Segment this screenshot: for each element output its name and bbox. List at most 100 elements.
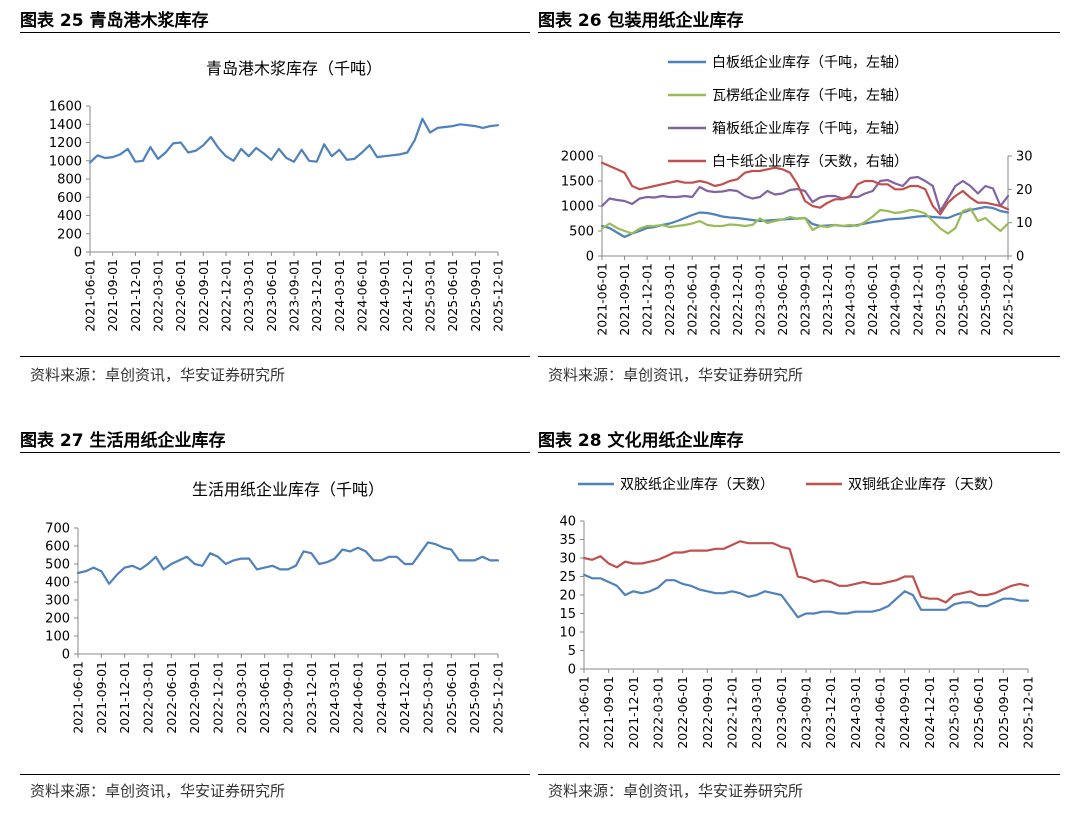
y-tick-label: 10: [559, 626, 576, 641]
panel-packaging-paper: 图表 26 包装用纸企业库存 0 500 1000 1500 2000 0 10 20 30 20…: [538, 0, 1060, 400]
y2-tick-label: 30: [1016, 150, 1033, 165]
legend-label: 白卡纸企业库存（天数，右轴）: [712, 153, 908, 170]
y-tick-label: 800: [57, 173, 82, 188]
figure-title: 图表 28 文化用纸企业库存: [538, 431, 744, 451]
x-tick-label: 2025-03-01: [421, 661, 436, 734]
y-tick-label: 200: [45, 612, 70, 627]
x-tick-label: 2022-12-01: [219, 259, 234, 332]
y2-tick-label: 20: [1016, 183, 1033, 198]
y-tick-label: 1400: [49, 118, 82, 133]
y-tick-label: 15: [559, 607, 576, 622]
y-tick-label: 25: [559, 570, 576, 585]
x-tick-label: 2025-12-01: [1021, 676, 1036, 749]
x-tick-label: 2024-12-01: [400, 259, 415, 332]
y2-tick-label: 0: [1016, 250, 1024, 265]
y-tick-label: 1500: [561, 175, 594, 190]
x-tick-label: 2021-09-01: [105, 259, 120, 332]
x-tick-label: 2023-06-01: [775, 263, 790, 336]
x-tick-label: 2021-12-01: [640, 263, 655, 336]
chart-tissue-paper-inventory: 生活用纸企业库存（千吨） 0 100 200 300 400 500 600 700 2021-0…: [45, 480, 505, 734]
chart-title: 青岛港木浆库存（千吨）: [206, 59, 382, 78]
x-tick-label: 2023-09-01: [798, 263, 813, 336]
x-tick-label: 2022-09-01: [196, 259, 211, 332]
chart-cultural-paper-inventory: 0 5 10 15 20 25 30 35 40 2021-06-01 2021-09-01 2021…: [559, 476, 1036, 749]
legend-label: 白板纸企业库存（千吨，左轴）: [712, 54, 908, 71]
x-tick-label: 2022-12-01: [725, 676, 740, 749]
x-tick-label: 2023-09-01: [799, 676, 814, 749]
x-tick-label: 2023-06-01: [257, 661, 272, 734]
x-tick-label: 2022-06-01: [675, 676, 690, 749]
x-tick-label: 2024-12-01: [397, 661, 412, 734]
series-line-1: [76, 541, 500, 585]
x-tick-label: 2025-12-01: [1001, 263, 1016, 336]
series-line-3: [600, 175, 1010, 213]
x-tick-label: 2023-09-01: [287, 259, 302, 332]
source-rule: [20, 774, 530, 775]
x-tick-label: 2023-03-01: [752, 263, 767, 336]
x-tick-label: 2024-03-01: [332, 259, 347, 332]
x-tick-label: 2025-06-01: [971, 676, 986, 749]
x-tick-label: 2024-03-01: [327, 661, 342, 734]
x-tick-label: 2025-06-01: [445, 259, 460, 332]
x-tick-label: 2025-03-01: [947, 676, 962, 749]
x-tick-label: 2023-03-01: [241, 259, 256, 332]
x-tick-label: 2022-09-01: [707, 263, 722, 336]
y-tick-label: 30: [559, 552, 576, 567]
title-rule: [538, 32, 1060, 33]
x-tick-label: 2021-06-01: [83, 259, 98, 332]
title-rule: [20, 452, 530, 453]
legend-label: 双胶纸企业库存（天数）: [620, 476, 774, 493]
source-note: 资料来源：卓创资讯，华安证券研究所: [30, 366, 286, 384]
x-tick-label: 2023-06-01: [774, 676, 789, 749]
x-tick-label: 2022-09-01: [700, 676, 715, 749]
x-tick-label: 2023-12-01: [823, 676, 838, 749]
y-tick-label: 100: [45, 630, 70, 645]
x-tick-label: 2024-09-01: [374, 661, 389, 734]
y-tick-label: 600: [57, 191, 82, 206]
series-line-2: [600, 207, 1010, 235]
y-tick-label: 5: [568, 644, 576, 659]
x-tick-label: 2023-06-01: [264, 259, 279, 332]
x-tick-label: 2023-12-01: [309, 259, 324, 332]
x-tick-label: 2022-12-01: [730, 263, 745, 336]
source-note: 资料来源：卓创资讯，华安证券研究所: [548, 782, 804, 800]
x-tick-label: 2025-12-01: [491, 259, 506, 332]
series-line-2: [582, 540, 1030, 604]
panel-tissue-paper: 图表 27 生活用纸企业库存 生活用纸企业库存（千吨） 0 100 200 300 400…: [20, 420, 530, 818]
y-tick-label: 300: [45, 594, 70, 609]
y-tick-label: 1000: [49, 154, 82, 169]
figure-title: 图表 27 生活用纸企业库存: [20, 431, 226, 451]
y-tick-label: 35: [559, 533, 576, 548]
x-tick-label: 2022-12-01: [211, 661, 226, 734]
x-tick-label: 2025-06-01: [955, 263, 970, 336]
x-tick-label: 2025-09-01: [996, 676, 1011, 749]
x-tick-label: 2021-06-01: [71, 661, 86, 734]
panel-qingdao-pulp: 图表 25 青岛港木浆库存 青岛港木浆库存（千吨） 0 200 400 600 800 10…: [20, 0, 530, 400]
x-tick-label: 2022-03-01: [151, 259, 166, 332]
x-tick-label: 2024-06-01: [351, 661, 366, 734]
y-tick-label: 200: [57, 227, 82, 242]
x-tick-label: 2021-12-01: [117, 661, 132, 734]
panel-cultural-paper: 图表 28 文化用纸企业库存 0 5 10 15 20 25 30 35 40 2021-06-0…: [538, 420, 1060, 818]
title-rule: [538, 452, 1060, 453]
source-rule: [20, 356, 530, 357]
x-tick-label: 2024-06-01: [865, 263, 880, 336]
y-tick-label: 400: [45, 576, 70, 591]
source-rule: [538, 774, 1060, 775]
source-note: 资料来源：卓创资讯，华安证券研究所: [30, 782, 286, 800]
x-tick-label: 2021-09-01: [94, 661, 109, 734]
x-tick-label: 2022-06-01: [164, 661, 179, 734]
chart-packaging-paper-inventory: 0 500 1000 1500 2000 0 10 20 30 2021-06-01 2021-09…: [561, 54, 1033, 336]
x-tick-label: 2023-09-01: [281, 661, 296, 734]
figure-title: 图表 26 包装用纸企业库存: [538, 11, 744, 31]
y-tick-label: 500: [45, 558, 70, 573]
x-tick-label: 2025-09-01: [468, 259, 483, 332]
figure-title: 图表 25 青岛港木浆库存: [20, 11, 209, 31]
y-tick-label: 0: [62, 648, 70, 663]
x-tick-label: 2022-03-01: [651, 676, 666, 749]
x-tick-label: 2025-09-01: [467, 661, 482, 734]
chart-title: 生活用纸企业库存（千吨）: [192, 480, 384, 499]
x-tick-label: 2025-03-01: [933, 263, 948, 336]
legend-label: 双铜纸企业库存（天数）: [848, 476, 1002, 493]
series-line-4: [600, 161, 1010, 216]
